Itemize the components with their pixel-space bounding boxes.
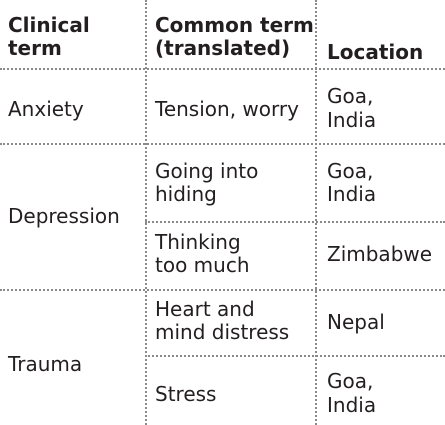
column-divider-2 [315, 0, 317, 425]
clinical-term-anxiety: Anxiety [8, 97, 84, 121]
common-term-heart-mind-line1: Heart and [155, 297, 255, 321]
trauma-row-divider [145, 355, 445, 357]
location-goa-line2: India [327, 182, 377, 206]
clinical-term-trauma: Trauma [8, 352, 83, 376]
location-goa-line2: India [327, 108, 377, 132]
column-divider-1 [145, 0, 147, 425]
header-common-term-line2: (translated) [155, 36, 291, 60]
common-term-going-into-line1: Going into [155, 159, 259, 183]
header-divider [0, 68, 445, 70]
location-nepal: Nepal [327, 310, 385, 334]
depression-group-divider [0, 289, 445, 291]
location-goa-line1: Goa, [327, 84, 374, 108]
clinical-term-depression: Depression [8, 204, 120, 228]
location-zimbabwe: Zimbabwe [327, 242, 433, 266]
anxiety-group-divider [0, 143, 445, 145]
depression-row-divider [145, 221, 445, 223]
header-location: Location [327, 40, 424, 64]
location-goa-line2: India [327, 393, 377, 417]
common-term-going-into-line2: hiding [155, 182, 217, 206]
common-term-tension-worry: Tension, worry [155, 97, 299, 121]
header-common-term-line1: Common term [155, 13, 314, 37]
location-goa-line1: Goa, [327, 159, 374, 183]
common-term-thinking-line1: Thinking [155, 230, 241, 254]
header-clinical-term-line1: Clinical [8, 13, 90, 37]
common-term-stress: Stress [155, 382, 217, 406]
common-term-thinking-line2: too much [155, 253, 250, 277]
header-clinical-term-line2: term [8, 36, 62, 60]
common-term-heart-mind-line2: mind distress [155, 320, 290, 344]
location-goa-line1: Goa, [327, 369, 374, 393]
